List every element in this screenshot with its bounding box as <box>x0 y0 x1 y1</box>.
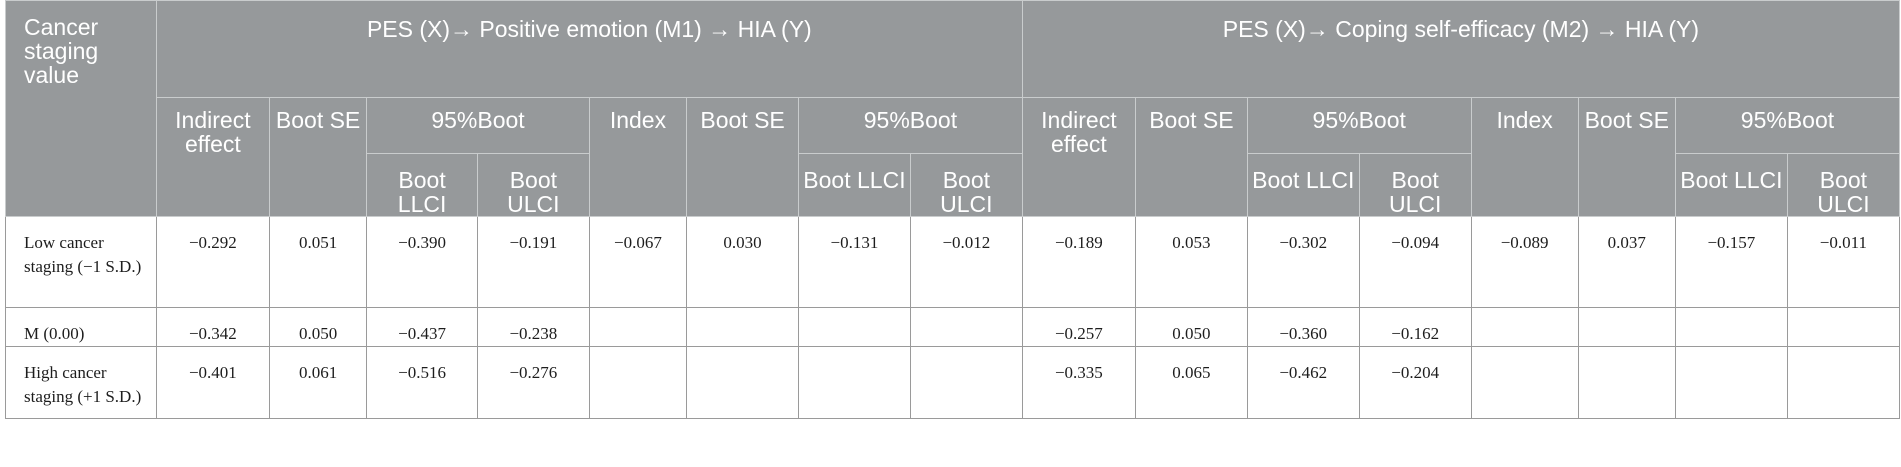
mediation-table: Cancer staging value PES (X)→ Positive e… <box>5 0 1901 419</box>
table-cell <box>1470 346 1579 419</box>
header-indirect-effect: Indirect effect <box>155 97 270 217</box>
table-cell: 0.050 <box>1134 307 1248 347</box>
table-row: Low cancer staging (−1 S.D.) −0.292 0.05… <box>5 216 1901 308</box>
table-cell: −0.157 <box>1674 216 1788 308</box>
table-cell: −0.437 <box>366 307 478 347</box>
header-ci: 95%Boot <box>1246 97 1472 154</box>
table-cell: −0.089 <box>1470 216 1579 308</box>
header-boot-ulci: Boot ULCI <box>1786 153 1901 217</box>
table-cell: −0.276 <box>476 346 590 419</box>
table-cell <box>588 307 688 347</box>
header-boot-llci: Boot LLCI <box>1674 153 1788 217</box>
header-boot-ulci: Boot ULCI <box>1358 153 1472 217</box>
table-cell <box>1577 346 1676 419</box>
table-cell: −0.162 <box>1358 307 1472 347</box>
table-cell: −0.189 <box>1021 216 1136 308</box>
table-cell: 0.037 <box>1577 216 1676 308</box>
table-cell: −0.335 <box>1021 346 1136 419</box>
table-cell: −0.238 <box>476 307 590 347</box>
table-cell: −0.191 <box>476 216 590 308</box>
table-cell <box>909 307 1023 347</box>
table-cell <box>1577 307 1676 347</box>
header-boot-llci: Boot LLCI <box>798 153 911 217</box>
header-boot-se: Boot SE <box>686 97 799 217</box>
table-cell: −0.012 <box>909 216 1023 308</box>
table-cell <box>1786 307 1901 347</box>
header-boot-se: Boot SE <box>1134 97 1248 217</box>
header-ci: 95%Boot <box>366 97 590 154</box>
header-group-coping-self-efficacy: PES (X)→ Coping self-efficacy (M2) → HIA… <box>1021 0 1901 98</box>
table-cell: 0.050 <box>268 307 368 347</box>
header-row-label: Cancer staging value <box>5 0 157 217</box>
table-cell <box>1786 346 1901 419</box>
table-cell: −0.204 <box>1358 346 1472 419</box>
table-cell: −0.342 <box>155 307 270 347</box>
row-label: Low cancer staging (−1 S.D.) <box>5 216 157 308</box>
table-cell <box>686 346 799 419</box>
table-cell: −0.390 <box>366 216 478 308</box>
table-cell: −0.462 <box>1246 346 1360 419</box>
table-cell <box>798 346 911 419</box>
table-cell: −0.360 <box>1246 307 1360 347</box>
header-ci: 95%Boot <box>798 97 1023 154</box>
table-body: Low cancer staging (−1 S.D.) −0.292 0.05… <box>5 216 1901 419</box>
table-cell: −0.067 <box>588 216 688 308</box>
table-cell <box>1674 346 1788 419</box>
header-indirect-effect: Indirect effect <box>1021 97 1136 217</box>
table-cell: −0.302 <box>1246 216 1360 308</box>
table-cell: −0.516 <box>366 346 478 419</box>
header-index: Index <box>588 97 688 217</box>
header-group-positive-emotion: PES (X)→ Positive emotion (M1) → HIA (Y) <box>155 0 1023 98</box>
table-row: M (0.00) −0.342 0.050 −0.437 −0.238 −0.2… <box>5 307 1901 347</box>
header-boot-ulci: Boot ULCI <box>909 153 1023 217</box>
table-cell: −0.257 <box>1021 307 1136 347</box>
table-cell <box>1674 307 1788 347</box>
table-cell: 0.051 <box>268 216 368 308</box>
table-cell <box>798 307 911 347</box>
header-ci: 95%Boot <box>1674 97 1901 154</box>
table-cell: 0.030 <box>686 216 799 308</box>
row-label: High cancer staging (+1 S.D.) <box>5 346 157 419</box>
table-cell: −0.094 <box>1358 216 1472 308</box>
header-boot-se: Boot SE <box>1577 97 1676 217</box>
table-cell: −0.292 <box>155 216 270 308</box>
table-cell <box>909 346 1023 419</box>
table-cell: −0.401 <box>155 346 270 419</box>
row-label: M (0.00) <box>5 307 157 347</box>
table-cell: 0.053 <box>1134 216 1248 308</box>
table-cell <box>686 307 799 347</box>
header-boot-llci: Boot LLCI <box>366 153 478 217</box>
table-cell: 0.061 <box>268 346 368 419</box>
header-boot-se: Boot SE <box>268 97 368 217</box>
table-cell <box>588 346 688 419</box>
header-boot-llci: Boot LLCI <box>1246 153 1360 217</box>
table-cell: −0.131 <box>798 216 911 308</box>
header-index: Index <box>1470 97 1579 217</box>
table-cell <box>1470 307 1579 347</box>
header-boot-ulci: Boot ULCI <box>476 153 590 217</box>
table-cell: 0.065 <box>1134 346 1248 419</box>
table-row: High cancer staging (+1 S.D.) −0.401 0.0… <box>5 346 1901 419</box>
table-cell: −0.011 <box>1786 216 1901 308</box>
